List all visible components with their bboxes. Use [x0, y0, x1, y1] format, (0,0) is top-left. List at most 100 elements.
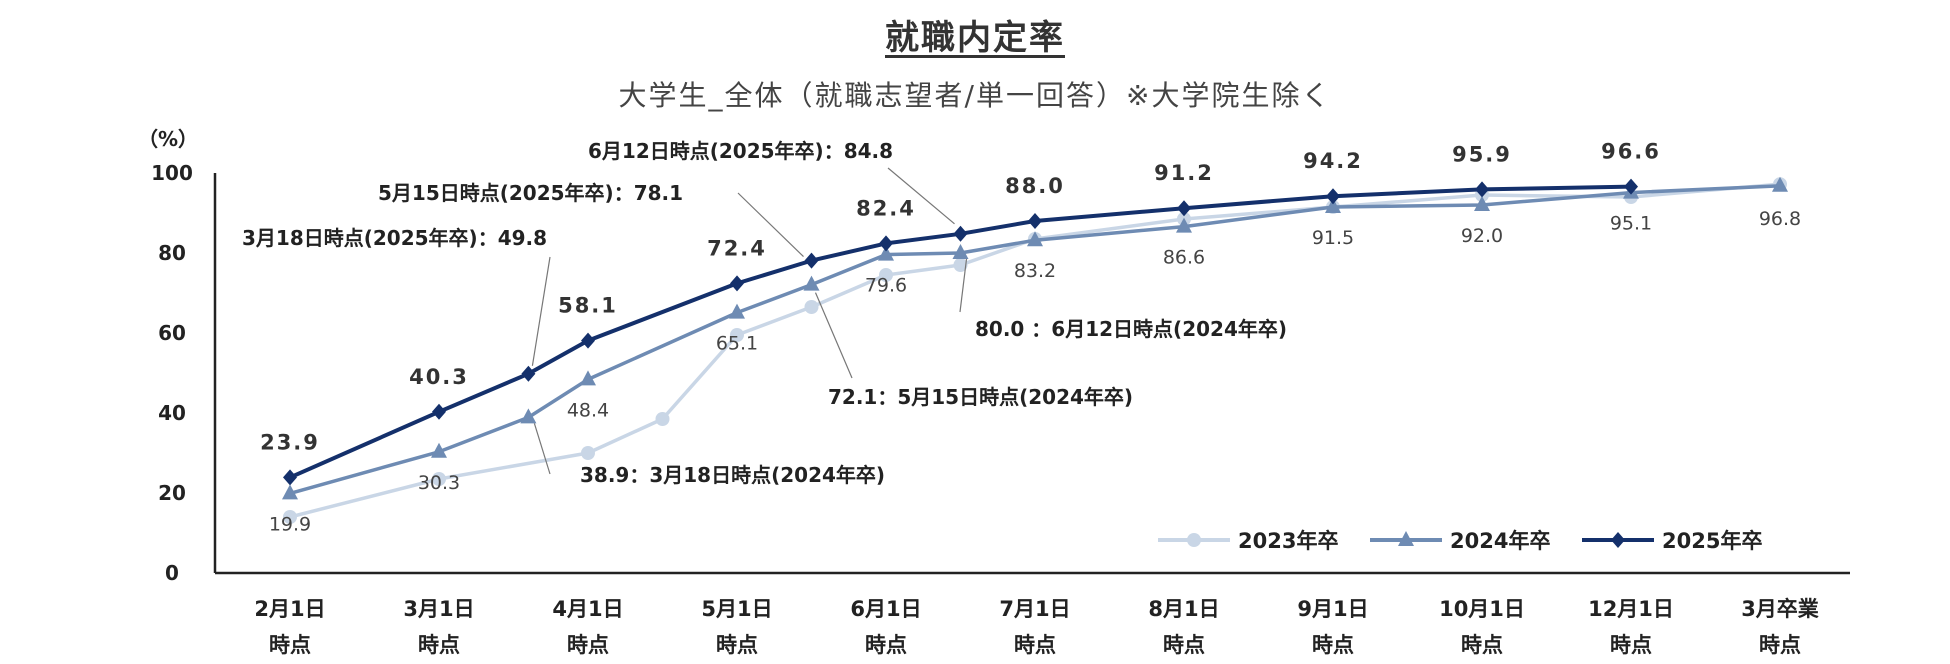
data-point-marker [1475, 181, 1489, 198]
data-point-marker [1177, 200, 1191, 217]
data-label: 88.0 [1005, 174, 1065, 198]
x-tick-label: 時点 [567, 633, 609, 657]
data-point-marker [952, 244, 969, 259]
x-tick-label: 時点 [1014, 633, 1056, 657]
x-tick-label: 時点 [865, 633, 907, 657]
data-point-marker [879, 268, 893, 282]
data-point-marker [581, 332, 595, 349]
data-label: 65.1 [716, 333, 758, 355]
annotation-leader-line [533, 423, 551, 475]
data-label: 30.3 [418, 472, 460, 494]
legend-label: 2023年卒 [1238, 529, 1338, 553]
data-point-marker [1325, 198, 1341, 213]
series-line-2024年卒 [289, 184, 1781, 496]
data-point-marker [432, 403, 446, 420]
data-point-marker [581, 446, 595, 460]
annotation-label: 80.0 ：6月12日時点(2024年卒) [975, 317, 1287, 341]
x-tick-label: 3月卒業 [1741, 597, 1820, 621]
data-label: 40.3 [409, 365, 469, 389]
data-point-marker [1772, 176, 1788, 192]
data-point-marker [432, 472, 446, 486]
legend-label: 2024年卒 [1450, 529, 1550, 553]
data-label: 58.1 [558, 294, 618, 318]
data-label: 48.4 [567, 399, 609, 421]
x-tick-label: 時点 [418, 633, 460, 657]
annotation-leader-line [531, 256, 551, 366]
data-label: 94.2 [1303, 149, 1363, 173]
x-tick-label: 8月1日 [1148, 597, 1219, 621]
data-point-marker [655, 412, 670, 426]
data-label: 95.9 [1452, 142, 1512, 166]
x-tick-label: 時点 [1759, 633, 1801, 657]
x-tick-label: 時点 [1610, 633, 1652, 657]
chart-title: 就職内定率 [885, 18, 1065, 58]
data-label: 82.4 [856, 196, 916, 220]
data-label: 95.1 [1610, 213, 1652, 235]
data-point-marker [520, 408, 537, 424]
data-label: 91.2 [1154, 161, 1214, 185]
x-tick-label: 時点 [269, 633, 311, 657]
data-label: 83.2 [1014, 260, 1056, 282]
annotation-label: 72.1：5月15日時点(2024年卒) [828, 385, 1133, 409]
legend-label: 2025年卒 [1662, 529, 1762, 553]
annotation-leader-line [959, 258, 968, 313]
data-label: 86.6 [1163, 247, 1205, 269]
data-point-marker [282, 484, 298, 500]
x-tick-label: 時点 [1312, 633, 1354, 657]
data-point-marker [1176, 217, 1192, 233]
annotation-label: 3月18日時点(2025年卒)：49.8 [242, 226, 547, 250]
x-tick-label: 時点 [1163, 633, 1205, 657]
data-point-marker [580, 370, 596, 386]
data-point-marker [283, 510, 297, 524]
annotation-leader-line [887, 167, 955, 225]
data-point-marker [729, 303, 745, 319]
annotation-label: 38.9：3月18日時点(2024年卒) [580, 463, 885, 487]
x-tick-label: 時点 [1461, 633, 1503, 657]
data-label: 19.9 [269, 513, 311, 535]
x-tick-label: 10月1日 [1439, 597, 1525, 621]
data-point-marker [1028, 213, 1042, 229]
x-tick-label: 2月1日 [254, 597, 325, 621]
data-point-marker [1027, 231, 1043, 247]
y-tick-label: 100 [151, 161, 193, 185]
data-label: 79.6 [865, 275, 907, 297]
annotation-leader-line [737, 192, 804, 258]
y-tick-label: 40 [158, 401, 186, 425]
annotation-label: 6月12日時点(2025年卒)：84.8 [588, 139, 893, 163]
y-axis-unit-label: （%） [138, 127, 198, 151]
data-point-marker [521, 365, 536, 382]
x-tick-label: 5月1日 [701, 597, 772, 621]
x-tick-label: 9月1日 [1297, 597, 1368, 621]
legend-marker [1398, 531, 1414, 546]
legend-marker [1187, 533, 1201, 547]
x-tick-label: 4月1日 [552, 597, 623, 621]
annotation-label: 5月15日時点(2025年卒)：78.1 [378, 181, 683, 205]
data-label: 96.8 [1759, 208, 1801, 230]
data-point-marker [953, 225, 968, 242]
data-point-marker [431, 442, 447, 458]
data-point-marker [878, 245, 894, 261]
legend-marker [1611, 532, 1625, 548]
data-point-marker [803, 275, 820, 291]
data-point-marker [1624, 178, 1638, 195]
data-point-marker [804, 252, 819, 269]
data-point-marker [1474, 196, 1490, 211]
data-label: 92.0 [1461, 225, 1503, 247]
chart-subtitle: 大学生_全体（就職志望者/単一回答）※大学院生除く [618, 79, 1332, 112]
x-tick-label: 7月1日 [999, 597, 1070, 621]
data-point-marker [1326, 188, 1340, 205]
annotation-leader-line [814, 292, 853, 379]
y-tick-label: 0 [165, 561, 179, 585]
series-line-2023年卒 [289, 182, 1781, 519]
data-label: 72.4 [707, 236, 767, 260]
data-point-marker [804, 300, 819, 314]
data-point-marker [953, 258, 968, 272]
x-tick-label: 時点 [716, 633, 758, 657]
data-label: 96.6 [1601, 140, 1661, 164]
y-tick-label: 20 [158, 481, 186, 505]
x-tick-label: 12月1日 [1588, 597, 1674, 621]
data-label: 91.5 [1312, 227, 1354, 249]
data-label: 23.9 [260, 430, 320, 454]
data-point-marker [283, 469, 297, 486]
